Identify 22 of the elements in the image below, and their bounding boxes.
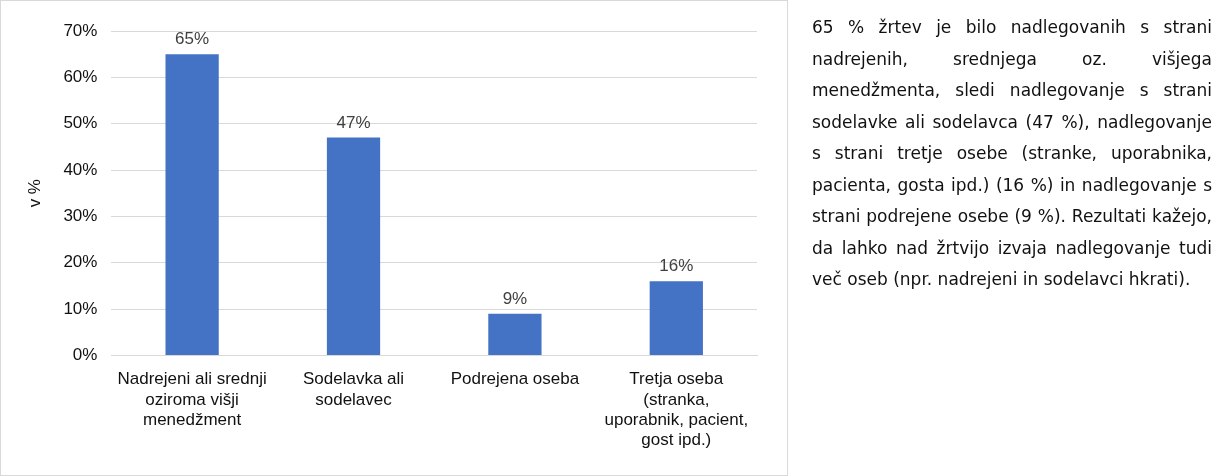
data-label: 16% xyxy=(659,256,694,276)
data-label: 47% xyxy=(336,112,371,132)
y-tick-label: 30% xyxy=(63,206,98,226)
y-tick-label: 70% xyxy=(63,20,98,40)
x-tick-label: Podrejena oseba xyxy=(450,369,580,389)
y-tick-label: 50% xyxy=(63,113,98,133)
bar xyxy=(649,281,703,355)
x-tick-label: Tretja oseba (stranka, uporabnik, pacient, gost ipd.) xyxy=(604,369,749,450)
x-tick-label: Sodelavka ali sodelavec xyxy=(302,369,405,409)
y-axis-title: v % xyxy=(24,179,44,208)
y-tick-label: 0% xyxy=(72,345,98,365)
bar xyxy=(326,137,381,355)
y-tick-label: 60% xyxy=(63,67,98,87)
y-tick-label: 20% xyxy=(63,252,98,272)
y-tick-label: 40% xyxy=(63,159,98,179)
y-tick-label: 10% xyxy=(63,298,98,318)
text: 65 % žrtev je bilo nadlegovanih s strani nadrejenih, srednjega oz. višjega menedžmenta, sledi nadlegovanje s strani sodelavke ali sodelavca (47 %), nadlegovanje s strani tretje osebe (stranke, uporabnika, pacienta, gosta ipd.) (16 %) in nadlegovanje s strani podrejene osebe (9 %). Rezultati kažejo, da lahko nad žrtvijo izvaja nadlegovanje tudi več oseb (npr. nadrejeni in sodelavci hkrati). xyxy=(812,17,1212,289)
x-tick-label: Nadrejeni ali srednji oziroma višji menedžment xyxy=(117,369,267,430)
data-label: 65% xyxy=(175,29,210,49)
bar xyxy=(488,313,542,355)
data-label: 9% xyxy=(502,288,528,308)
bar xyxy=(165,54,219,355)
